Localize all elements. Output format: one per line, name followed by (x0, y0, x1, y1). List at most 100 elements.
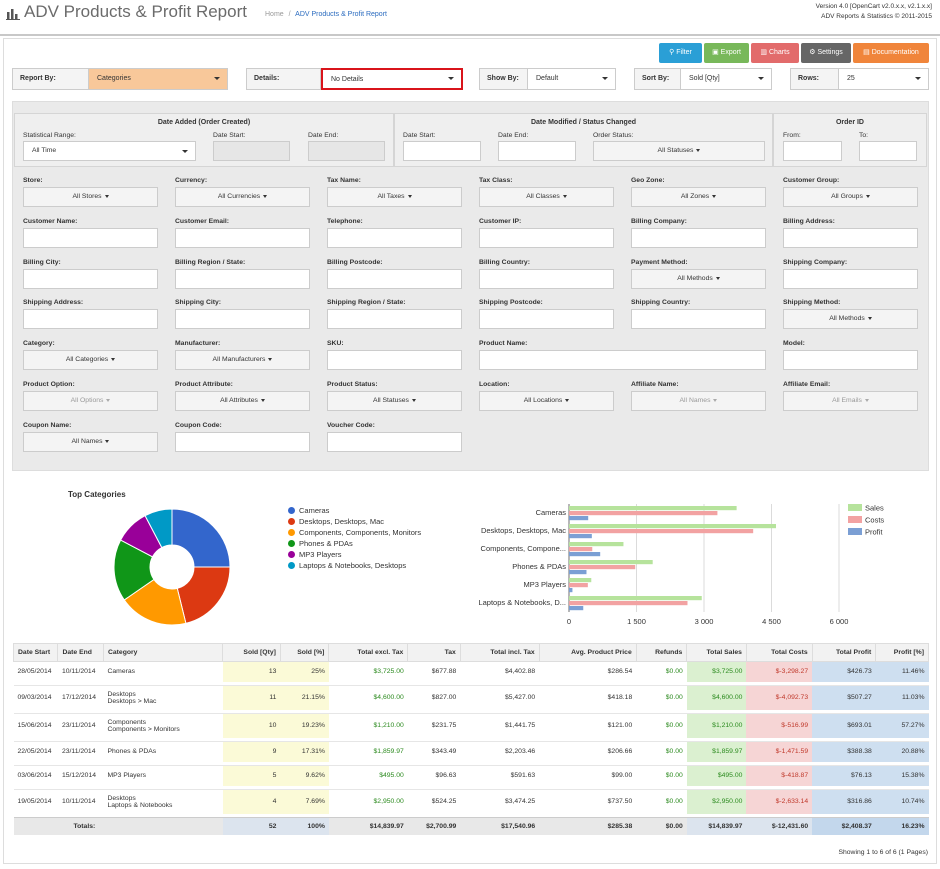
cell-ref: $0.00 (636, 661, 687, 682)
tax-class-select[interactable]: All Classes (479, 187, 614, 207)
category-select[interactable]: All Categories (23, 350, 158, 370)
bar-chart-icon (6, 9, 20, 20)
customer-ip-input[interactable] (479, 228, 614, 248)
shipping-method-select[interactable]: All Methods (783, 309, 918, 329)
billing-company-input[interactable] (631, 228, 766, 248)
cell-costs: $-3,298.27 (746, 661, 813, 682)
column-header-date-start[interactable]: Date Start (12, 643, 59, 662)
settings-button[interactable]: ⚙ Settings (801, 43, 851, 63)
geo-zone-select[interactable]: All Zones (631, 187, 766, 207)
cell-ppct: 15.38% (875, 765, 929, 786)
documentation-button[interactable]: ▤ Documentation (853, 43, 929, 63)
location-select[interactable]: All Locations (479, 391, 614, 411)
column-header-total-costs[interactable]: Total Costs (745, 643, 813, 662)
billing-postcode-input[interactable] (327, 269, 462, 289)
column-header-avg-product-price[interactable]: Avg. Product Price (538, 643, 637, 662)
column-header-category[interactable]: Category (102, 643, 224, 662)
column-header-total-profit[interactable]: Total Profit (811, 643, 877, 662)
cell-incl: $5,427.00 (460, 685, 540, 710)
show-by-select[interactable]: Show By: Default (479, 68, 616, 90)
customer-name-input[interactable] (23, 228, 158, 248)
chevron-down-icon (864, 398, 869, 402)
product-attribute-select[interactable]: All Attributes (175, 391, 310, 411)
column-header-total-sales[interactable]: Total Sales (686, 643, 747, 662)
sort-by-select[interactable]: Sort By: Sold [Qty] (634, 68, 772, 90)
modified-start-input[interactable] (403, 141, 481, 161)
shipping-company-input[interactable] (783, 269, 918, 289)
charts-button-label: Charts (768, 49, 790, 56)
column-header-sold[interactable]: Sold [%] (279, 643, 330, 662)
charts-button[interactable]: ▥ Charts (751, 43, 799, 63)
breadcrumb-home[interactable]: Home (265, 11, 284, 18)
cell-sales: $495.00 (686, 765, 747, 786)
order-status-value: All Statuses (657, 147, 694, 154)
copyright-line: ADV Reports & Statistics © 2011-2015 (821, 13, 932, 20)
chevron-down-icon (411, 398, 416, 402)
breadcrumb-current[interactable]: ADV Products & Profit Report (295, 11, 387, 18)
customer-email-input[interactable] (175, 228, 310, 248)
shipping-postcode-input[interactable] (479, 309, 614, 329)
affiliate-email-select[interactable]: All Emails (783, 391, 918, 411)
cell-ref: $0.00 (636, 713, 687, 738)
currency-select-value: All Currencies (217, 193, 261, 200)
cell-ref: $0.00 (636, 789, 687, 814)
order-status-select[interactable]: All Statuses (593, 141, 765, 161)
export-button[interactable]: ▣ Export (704, 43, 749, 63)
column-header-tax[interactable]: Tax (407, 643, 461, 662)
shipping-city-input[interactable] (175, 309, 310, 329)
cell-incl: $2,203.46 (460, 741, 540, 762)
details-select[interactable]: Details: No Details (246, 68, 463, 90)
sku-input[interactable] (327, 350, 462, 370)
column-header-sold-qty[interactable]: Sold [Qty] (222, 643, 281, 662)
telephone-input[interactable] (327, 228, 462, 248)
tax-name-select[interactable]: All Taxes (327, 187, 462, 207)
shipping-address-input[interactable] (23, 309, 158, 329)
affiliate-name-select[interactable]: All Names (631, 391, 766, 411)
cell-ppct: 57.27% (875, 713, 929, 738)
model-input[interactable] (783, 350, 918, 370)
location-select-value: All Locations (523, 397, 563, 404)
store-select[interactable]: All Stores (23, 187, 158, 207)
product-status-select[interactable]: All Statuses (327, 391, 462, 411)
payment-method-select[interactable]: All Methods (631, 269, 766, 289)
report-by-select[interactable]: Report By: Categories (12, 68, 228, 90)
voucher-code-label: Voucher Code: (327, 422, 375, 429)
column-header-profit[interactable]: Profit [%] (875, 643, 929, 662)
billing-region-state-input[interactable] (175, 269, 310, 289)
shipping-region-state-input[interactable] (327, 309, 462, 329)
cell-start: 03/06/2014 (13, 765, 58, 786)
product-name-input[interactable] (479, 350, 766, 370)
column-header-total-incl-tax[interactable]: Total incl. Tax (459, 643, 540, 662)
column-header-total-excl-tax[interactable]: Total excl. Tax (328, 643, 409, 662)
bar-costs-desktops-desktops-mac (569, 529, 754, 534)
date-end-input[interactable] (308, 141, 385, 161)
order-to-input[interactable] (859, 141, 917, 161)
modified-end-input[interactable] (498, 141, 576, 161)
cell-incl: $1,441.75 (460, 713, 540, 738)
column-header-refunds[interactable]: Refunds (635, 643, 688, 662)
customer-group-select[interactable]: All Groups (783, 187, 918, 207)
rows-label: Rows: (791, 69, 839, 89)
geo-zone-select-value: All Zones (680, 193, 710, 200)
column-header-date-end[interactable]: Date End (57, 643, 104, 662)
manufacturer-select[interactable]: All Manufacturers (175, 350, 310, 370)
legend-dot (288, 540, 295, 547)
product-option-select[interactable]: All Options (23, 391, 158, 411)
statistical-range-select[interactable]: All Time (23, 141, 196, 161)
currency-select[interactable]: All Currencies (175, 187, 310, 207)
pie-slice-components-components-monitors (123, 578, 187, 626)
pie-legend-item: Laptops & Notebooks, Desktops (288, 560, 423, 571)
billing-country-input[interactable] (479, 269, 614, 289)
shipping-country-input[interactable] (631, 309, 766, 329)
filter-button[interactable]: ⚲ Filter (659, 43, 702, 63)
billing-address-input[interactable] (783, 228, 918, 248)
date-start-label: Date Start: (213, 132, 246, 139)
billing-city-input[interactable] (23, 269, 158, 289)
voucher-code-input[interactable] (327, 432, 462, 452)
rows-select[interactable]: Rows: 25 (790, 68, 929, 90)
date-start-input[interactable] (213, 141, 290, 161)
order-from-input[interactable] (783, 141, 842, 161)
pie-slice-laptops-notebooks-desktops (144, 508, 173, 549)
coupon-code-input[interactable] (175, 432, 310, 452)
coupon-name-select[interactable]: All Names (23, 432, 158, 452)
